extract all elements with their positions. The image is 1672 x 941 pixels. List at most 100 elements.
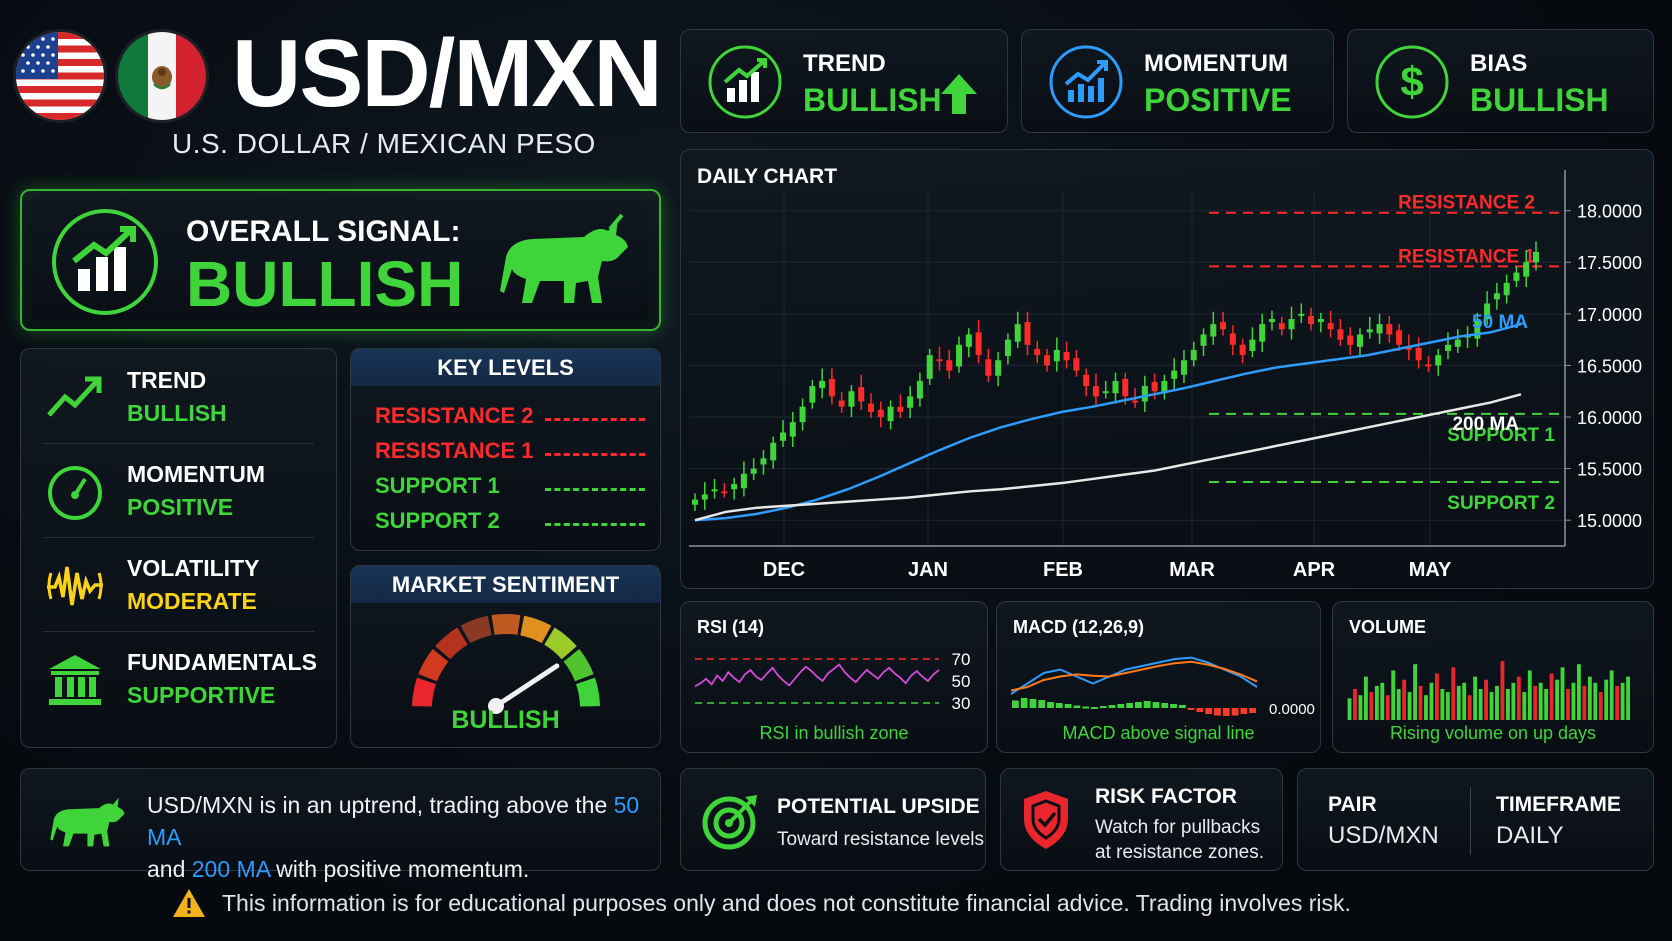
volume-bar xyxy=(1402,679,1407,720)
volume-bar xyxy=(1571,682,1576,720)
timeframe-value: DAILY xyxy=(1496,822,1564,849)
volume-bar xyxy=(1587,676,1592,720)
volume-bar xyxy=(1598,692,1603,720)
trend-arrow-icon xyxy=(47,376,102,417)
indicator-value: POSITIVE xyxy=(127,494,234,520)
candle-body xyxy=(1493,293,1500,300)
macd-histogram-bar xyxy=(1055,703,1063,708)
x-tick-label: FEB xyxy=(1043,559,1083,581)
macd-histogram-bar xyxy=(1240,708,1248,714)
bank-icon xyxy=(49,655,101,705)
candle-body xyxy=(1513,272,1520,281)
rsi-panel: RSI (14) 70 50 30 RSI in bullish zone xyxy=(680,601,988,753)
x-tick-label: DEC xyxy=(763,559,805,581)
volume-bar xyxy=(1467,695,1472,720)
volume-bar xyxy=(1424,695,1428,720)
candle-body xyxy=(1298,313,1305,316)
volume-bar xyxy=(1555,679,1559,720)
y-tick-label: 15.0000 xyxy=(1577,511,1642,531)
gauge-segment xyxy=(519,615,552,644)
indicator-label: MOMENTUM xyxy=(127,461,265,487)
indicator-label: VOLATILITY xyxy=(127,555,260,581)
indicator-value: MODERATE xyxy=(127,588,257,614)
candle-body xyxy=(1337,329,1344,340)
gauge-segment xyxy=(418,649,449,682)
timeframe-label: TIMEFRAME xyxy=(1496,793,1621,816)
indicators-panel: TREND BULLISH MOMENTUM POSITIVE VOLATILI… xyxy=(20,348,337,748)
candle-body xyxy=(1444,344,1451,351)
volume-title: VOLUME xyxy=(1349,617,1427,637)
key-levels-panel: KEY LEVELS RESISTANCE 2 RESISTANCE 1 SUP… xyxy=(350,348,661,551)
candle-body xyxy=(1268,318,1275,323)
volume-bar xyxy=(1456,685,1461,720)
volume-bar xyxy=(1500,661,1505,720)
bar-chart-arrow-icon xyxy=(52,209,158,315)
x-tick-label: MAY xyxy=(1409,559,1452,581)
volume-bar xyxy=(1495,685,1499,720)
momentum-card-value: POSITIVE xyxy=(1144,82,1292,118)
candle-body xyxy=(1396,330,1403,345)
candle-body xyxy=(1220,322,1227,330)
candle-body xyxy=(760,458,767,465)
candle-body xyxy=(1484,303,1491,319)
ma-line xyxy=(694,393,1522,522)
key-level-row: RESISTANCE 1 xyxy=(375,438,645,468)
candle-body xyxy=(770,442,777,461)
bar-chart-arrow-icon xyxy=(708,45,782,119)
candle-body xyxy=(1229,333,1236,345)
macd-histogram-bar xyxy=(1135,702,1142,708)
candle-body xyxy=(828,378,835,397)
candle-body xyxy=(1376,324,1383,334)
macd-panel: MACD (12,26,9) 0.0000 MACD above signal … xyxy=(996,601,1321,753)
rsi-level-label: 50 xyxy=(952,672,971,691)
x-tick-label: APR xyxy=(1293,559,1336,581)
macd-histogram-bar xyxy=(1020,698,1028,708)
y-tick-label: 16.5000 xyxy=(1577,356,1642,376)
volatility-wave-icon xyxy=(47,566,103,606)
indicator-fundamentals: FUNDAMENTALS SUPPORTIVE xyxy=(21,637,336,727)
macd-histogram-bar xyxy=(1205,708,1213,714)
potential-upside-text: Toward resistance levels xyxy=(777,829,984,850)
volume-bar xyxy=(1538,682,1543,720)
candle-body xyxy=(1425,364,1432,367)
key-level-label: RESISTANCE 1 xyxy=(375,438,534,463)
volume-bar xyxy=(1429,682,1434,720)
volume-bar xyxy=(1380,682,1385,720)
candle-body xyxy=(907,396,914,408)
bias-card: $ BIAS BULLISH xyxy=(1347,29,1654,133)
key-level-row: RESISTANCE 2 xyxy=(375,403,645,433)
svg-text:$: $ xyxy=(1400,58,1423,105)
gauge-segment xyxy=(460,615,493,644)
momentum-card: MOMENTUM POSITIVE xyxy=(1021,29,1334,133)
macd-histogram-bar xyxy=(1091,707,1098,709)
dollar-icon: $ xyxy=(1375,45,1449,119)
volume-bar xyxy=(1489,692,1494,720)
pair-timeframe-card: PAIR USD/MXN TIMEFRAME DAILY xyxy=(1297,768,1654,871)
indicator-label: TREND xyxy=(127,367,207,393)
volume-bar xyxy=(1560,667,1565,720)
candle-body xyxy=(1004,339,1011,357)
macd-histogram-bar xyxy=(1187,708,1195,710)
gauge-hub xyxy=(488,698,504,714)
volume-bar xyxy=(1445,692,1450,720)
macd-histogram-bar xyxy=(1099,706,1107,708)
macd-chart: 0.0000 xyxy=(1010,656,1315,718)
macd-histogram-bar xyxy=(1196,708,1204,712)
macd-caption: MACD above signal line xyxy=(1062,723,1255,743)
volume-bar xyxy=(1549,673,1554,720)
momentum-card-label: MOMENTUM xyxy=(1144,50,1288,77)
macd-histogram-bar xyxy=(1047,702,1054,708)
key-level-label: SUPPORT 1 xyxy=(375,473,500,498)
volume-bar xyxy=(1527,670,1532,720)
volume-bar xyxy=(1385,695,1390,720)
y-tick-label: 17.0000 xyxy=(1577,305,1642,325)
shield-icon xyxy=(1024,791,1068,849)
candle-body xyxy=(1308,315,1315,325)
potential-upside-title: POTENTIAL UPSIDE xyxy=(777,795,980,818)
gauge-segment xyxy=(491,614,521,635)
candle-body xyxy=(1180,360,1187,375)
pair-subtitle: U.S. DOLLAR / MEXICAN PESO xyxy=(172,128,596,159)
candle-body xyxy=(1083,374,1090,387)
rsi-level-label: 70 xyxy=(952,650,971,669)
summary-panel: USD/MXN is in an uptrend, trading above … xyxy=(20,768,661,882)
